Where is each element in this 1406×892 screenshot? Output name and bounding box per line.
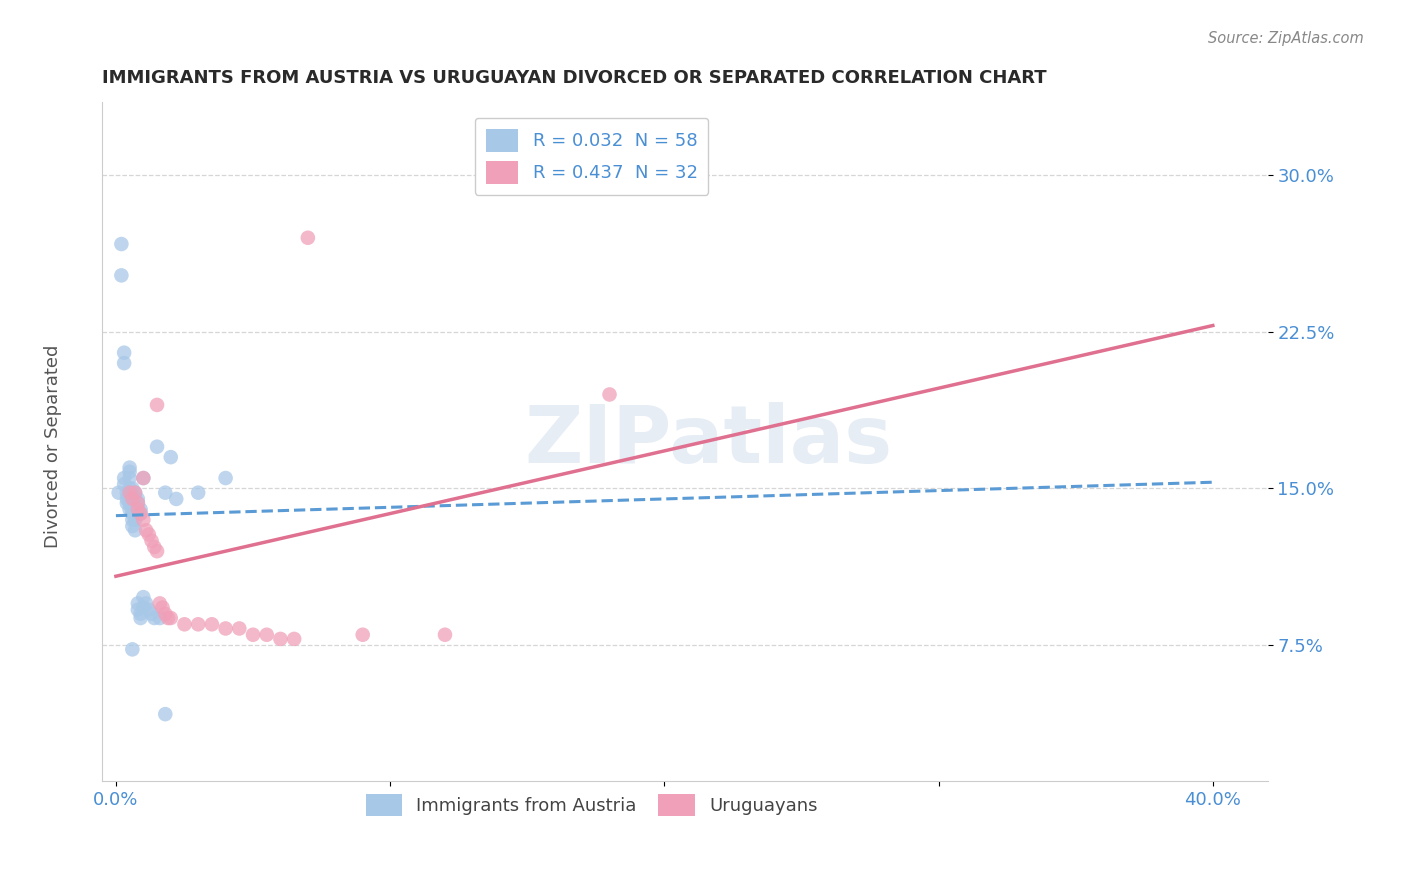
Point bbox=[132, 471, 155, 485]
Point bbox=[146, 544, 169, 558]
Point bbox=[141, 533, 163, 548]
Point bbox=[352, 628, 374, 642]
Point bbox=[269, 632, 291, 646]
Point bbox=[155, 607, 177, 621]
Point bbox=[118, 465, 141, 479]
Point bbox=[599, 387, 621, 401]
Point bbox=[146, 440, 169, 454]
Point bbox=[146, 398, 169, 412]
Point bbox=[127, 502, 149, 516]
Point bbox=[118, 471, 141, 485]
Point bbox=[143, 611, 166, 625]
Point bbox=[121, 485, 143, 500]
Point bbox=[143, 540, 166, 554]
Point bbox=[155, 707, 177, 722]
Point bbox=[124, 523, 146, 537]
Point bbox=[115, 491, 138, 506]
Point bbox=[127, 496, 149, 510]
Text: IMMIGRANTS FROM AUSTRIA VS URUGUAYAN DIVORCED OR SEPARATED CORRELATION CHART: IMMIGRANTS FROM AUSTRIA VS URUGUAYAN DIV… bbox=[103, 69, 1047, 87]
Text: ZIPatlas: ZIPatlas bbox=[524, 402, 893, 481]
Point bbox=[129, 507, 152, 521]
Point bbox=[129, 507, 152, 521]
Point bbox=[297, 231, 319, 245]
Point bbox=[127, 507, 149, 521]
Point bbox=[115, 496, 138, 510]
Point bbox=[118, 485, 141, 500]
Point bbox=[135, 596, 157, 610]
Point bbox=[141, 607, 163, 621]
Point bbox=[121, 502, 143, 516]
Point bbox=[127, 496, 149, 510]
Point bbox=[201, 617, 224, 632]
Point bbox=[124, 513, 146, 527]
Point bbox=[112, 471, 135, 485]
Point bbox=[118, 502, 141, 516]
Point bbox=[155, 485, 177, 500]
Point bbox=[124, 502, 146, 516]
Point bbox=[138, 527, 160, 541]
Text: Divorced or Separated: Divorced or Separated bbox=[45, 344, 62, 548]
Point bbox=[156, 611, 179, 625]
Point bbox=[159, 611, 181, 625]
Point bbox=[129, 611, 152, 625]
Point bbox=[110, 237, 132, 252]
Point bbox=[121, 642, 143, 657]
Point bbox=[110, 268, 132, 283]
Point bbox=[124, 485, 146, 500]
Point bbox=[121, 491, 143, 506]
Point bbox=[132, 590, 155, 604]
Point bbox=[152, 600, 174, 615]
Point bbox=[433, 628, 456, 642]
Point bbox=[112, 345, 135, 359]
Point bbox=[121, 482, 143, 496]
Point bbox=[124, 507, 146, 521]
Point bbox=[149, 611, 172, 625]
Point bbox=[242, 628, 264, 642]
Point bbox=[256, 628, 278, 642]
Point bbox=[149, 596, 172, 610]
Point bbox=[228, 622, 250, 636]
Point bbox=[118, 460, 141, 475]
Point bbox=[214, 622, 236, 636]
Point bbox=[121, 513, 143, 527]
Point bbox=[118, 485, 141, 500]
Point bbox=[135, 523, 157, 537]
Point bbox=[132, 600, 155, 615]
Legend: Immigrants from Austria, Uruguayans: Immigrants from Austria, Uruguayans bbox=[359, 787, 825, 823]
Point bbox=[118, 496, 141, 510]
Point bbox=[121, 519, 143, 533]
Point bbox=[124, 498, 146, 512]
Point bbox=[112, 477, 135, 491]
Point bbox=[121, 496, 143, 510]
Point bbox=[132, 513, 155, 527]
Point bbox=[118, 482, 141, 496]
Point bbox=[127, 491, 149, 506]
Point bbox=[214, 471, 236, 485]
Point bbox=[138, 602, 160, 616]
Point bbox=[129, 607, 152, 621]
Point bbox=[127, 602, 149, 616]
Point bbox=[165, 491, 187, 506]
Point bbox=[187, 485, 209, 500]
Point bbox=[159, 450, 181, 464]
Point bbox=[283, 632, 305, 646]
Point bbox=[124, 491, 146, 506]
Point bbox=[173, 617, 195, 632]
Point bbox=[121, 507, 143, 521]
Point bbox=[129, 502, 152, 516]
Point bbox=[124, 485, 146, 500]
Point bbox=[107, 485, 129, 500]
Point bbox=[127, 596, 149, 610]
Point bbox=[187, 617, 209, 632]
Text: Source: ZipAtlas.com: Source: ZipAtlas.com bbox=[1208, 31, 1364, 46]
Point bbox=[115, 485, 138, 500]
Point bbox=[112, 356, 135, 370]
Point bbox=[127, 502, 149, 516]
Point bbox=[132, 471, 155, 485]
Point bbox=[118, 491, 141, 506]
